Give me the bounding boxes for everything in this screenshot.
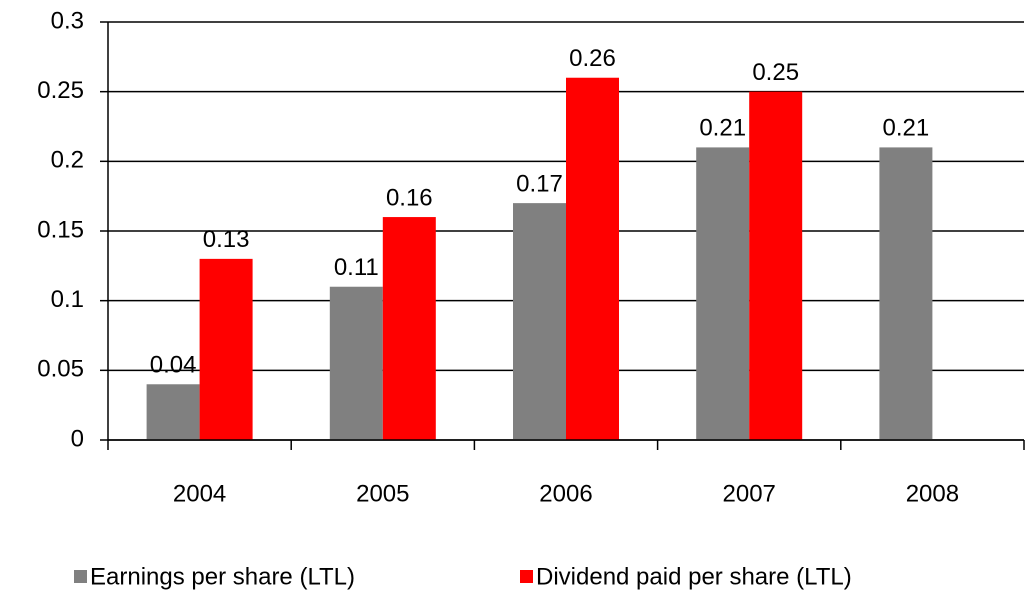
y-tick-label: 0.25 [37, 77, 84, 104]
data-label: 0.25 [752, 59, 799, 86]
data-label: 0.21 [883, 115, 930, 142]
y-tick-label: 0.05 [37, 356, 84, 383]
y-tick-label: 0.15 [37, 216, 84, 243]
bar [146, 384, 200, 440]
legend-label: Dividend paid per share (LTL) [536, 563, 852, 590]
legend-swatch [520, 570, 533, 583]
data-label: 0.17 [516, 170, 563, 197]
y-tick-label: 0.3 [51, 7, 84, 34]
y-tick-label: 0 [71, 425, 84, 452]
x-tick-label: 2006 [539, 480, 592, 507]
data-label: 0.16 [386, 184, 433, 211]
legend-label: Earnings per share (LTL) [90, 563, 355, 590]
legend-swatch [74, 570, 87, 583]
bar [879, 147, 933, 440]
data-label: 0.11 [334, 254, 379, 281]
y-tick-label: 0.2 [51, 147, 84, 174]
data-label: 0.13 [203, 226, 250, 253]
data-label: 0.21 [699, 115, 746, 142]
data-label: 0.26 [569, 45, 616, 72]
bar [513, 203, 566, 440]
x-tick-label: 2005 [356, 480, 409, 507]
x-tick-label: 2007 [723, 480, 776, 507]
data-label: 0.04 [150, 352, 197, 379]
x-tick-label: 2004 [173, 480, 226, 507]
x-tick-label: 2008 [906, 480, 959, 507]
bar [749, 91, 803, 441]
bar [199, 258, 253, 440]
bar [566, 77, 619, 440]
bar [329, 286, 383, 440]
bar [696, 147, 750, 440]
bar [382, 217, 436, 440]
y-tick-label: 0.1 [51, 286, 84, 313]
